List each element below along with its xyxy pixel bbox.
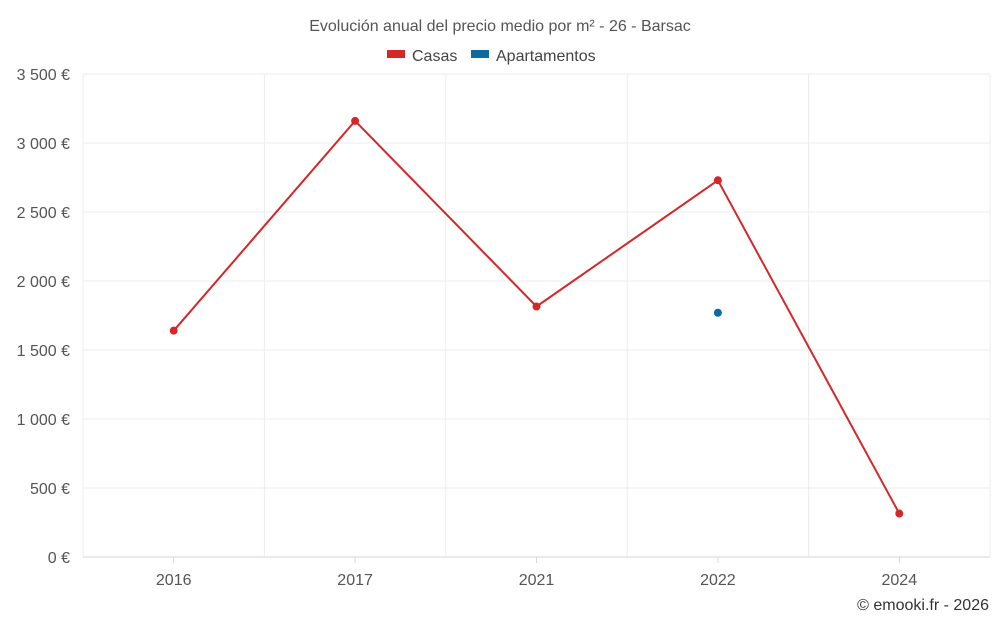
data-point-casas[interactable] bbox=[713, 176, 722, 185]
data-point-casas[interactable] bbox=[895, 509, 904, 518]
legend-label-apartamentos[interactable]: Apartamentos bbox=[496, 48, 596, 65]
x-axis: 2016 2017 2021 2022 2024 bbox=[83, 556, 990, 589]
legend-swatch-casas bbox=[387, 50, 405, 58]
legend: Casas Apartamentos bbox=[387, 48, 596, 65]
y-tick-label: 500 € bbox=[30, 481, 70, 498]
series-line-casas bbox=[172, 119, 901, 515]
y-axis: 0 € 500 € 1 000 € 1 500 € 2 000 € 2 500 € 3 00… bbox=[17, 67, 70, 567]
y-tick-label: 3 500 € bbox=[17, 67, 70, 84]
x-tick-label: 2021 bbox=[519, 572, 555, 589]
grid-lines bbox=[82, 73, 991, 557]
y-tick-label: 1 500 € bbox=[17, 343, 70, 360]
legend-swatch-apartamentos bbox=[471, 50, 489, 58]
credit-text: © emooki.fr - 2026 bbox=[857, 597, 989, 614]
x-tick-label: 2016 bbox=[156, 572, 192, 589]
data-point-apartamentos[interactable] bbox=[713, 308, 722, 317]
y-tick-label: 2 500 € bbox=[17, 205, 70, 222]
plot-area bbox=[169, 116, 904, 518]
y-tick-label: 1 000 € bbox=[17, 412, 70, 429]
x-tick-label: 2022 bbox=[700, 572, 736, 589]
y-tick-label: 3 000 € bbox=[17, 136, 70, 153]
y-tick-label: 2 000 € bbox=[17, 274, 70, 291]
y-tick-label: 0 € bbox=[48, 550, 70, 567]
data-point-casas[interactable] bbox=[532, 302, 541, 311]
chart-title: Evolución anual del precio medio por m² … bbox=[309, 18, 691, 35]
data-point-casas[interactable] bbox=[169, 326, 178, 335]
x-tick-label: 2017 bbox=[337, 572, 373, 589]
data-point-casas[interactable] bbox=[351, 116, 360, 125]
x-tick-label: 2024 bbox=[882, 572, 918, 589]
legend-label-casas[interactable]: Casas bbox=[412, 48, 457, 65]
